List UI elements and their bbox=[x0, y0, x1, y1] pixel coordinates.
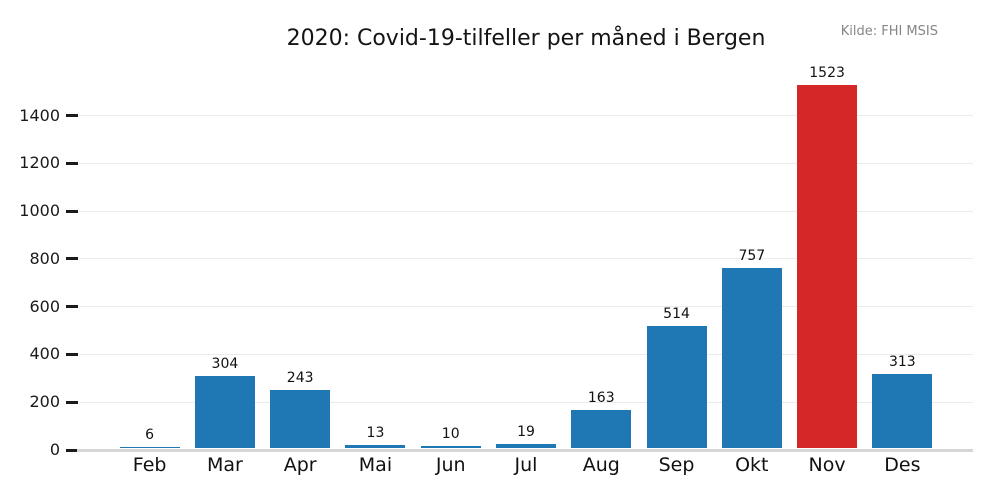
bar-apr bbox=[270, 390, 331, 449]
xtick-label-jul: Jul bbox=[514, 454, 538, 476]
bar-value-mai: 13 bbox=[366, 425, 385, 442]
bar-jun bbox=[420, 446, 481, 449]
xtick-label-nov: Nov bbox=[808, 454, 846, 476]
ytick-label-200: 200 bbox=[29, 392, 60, 412]
bar-value-feb: 6 bbox=[145, 427, 155, 444]
bar-value-aug: 163 bbox=[587, 389, 615, 406]
ytick-mark-1200 bbox=[66, 161, 78, 165]
gridline-600 bbox=[79, 306, 973, 308]
bar-okt bbox=[721, 267, 782, 449]
xtick-label-mar: Mar bbox=[206, 454, 243, 476]
xtick-label-apr: Apr bbox=[283, 454, 317, 476]
bar-feb bbox=[119, 447, 180, 449]
ytick-label-800: 800 bbox=[29, 248, 60, 268]
gridline-200 bbox=[79, 401, 973, 403]
bar-value-nov: 1523 bbox=[809, 64, 845, 81]
chart-title: 2020: Covid-19-tilfeller per måned i Ber… bbox=[286, 26, 766, 51]
xtick-label-aug: Aug bbox=[582, 454, 620, 476]
bar-aug bbox=[571, 409, 632, 449]
x-axis-line bbox=[77, 448, 973, 452]
xtick-label-jun: Jun bbox=[435, 454, 466, 476]
bar-value-des: 313 bbox=[888, 353, 916, 370]
bar-value-apr: 243 bbox=[286, 370, 314, 387]
gridline-800 bbox=[79, 258, 973, 260]
ytick-mark-0 bbox=[66, 448, 78, 452]
bar-value-okt: 757 bbox=[738, 247, 766, 264]
ytick-label-600: 600 bbox=[29, 296, 60, 316]
xtick-label-des: Des bbox=[884, 454, 921, 476]
xtick-label-mai: Mai bbox=[358, 454, 393, 476]
bar-value-sep: 514 bbox=[663, 305, 690, 322]
ytick-mark-800 bbox=[66, 257, 78, 261]
ytick-label-1400: 1400 bbox=[19, 105, 60, 125]
ytick-label-1200: 1200 bbox=[19, 153, 60, 173]
xtick-label-okt: Okt bbox=[735, 454, 769, 476]
bar-des bbox=[872, 373, 933, 449]
ytick-label-0: 0 bbox=[49, 440, 60, 459]
gridline-1000 bbox=[79, 210, 973, 212]
bar-value-jun: 10 bbox=[441, 426, 460, 443]
bar-value-mar: 304 bbox=[211, 355, 239, 372]
bar-value-jul: 19 bbox=[517, 423, 535, 440]
ytick-mark-600 bbox=[66, 305, 78, 309]
source-label: Kilde: FHI MSIS bbox=[840, 24, 938, 39]
gridline-1400 bbox=[79, 115, 973, 117]
bar-nov bbox=[797, 84, 858, 449]
ytick-label-1000: 1000 bbox=[19, 201, 60, 221]
bar-mar bbox=[194, 375, 255, 449]
xtick-label-sep: Sep bbox=[658, 454, 695, 476]
gridline-400 bbox=[79, 353, 973, 355]
gridline-1200 bbox=[79, 162, 973, 164]
ytick-mark-400 bbox=[66, 352, 78, 356]
bar-mai bbox=[345, 445, 406, 449]
ytick-mark-1000 bbox=[66, 209, 78, 213]
ytick-mark-200 bbox=[66, 400, 78, 404]
ytick-label-400: 400 bbox=[29, 344, 60, 364]
bar-jul bbox=[496, 443, 556, 449]
xtick-label-feb: Feb bbox=[132, 454, 167, 476]
ytick-mark-1400 bbox=[66, 114, 78, 118]
bar-sep bbox=[646, 325, 707, 449]
